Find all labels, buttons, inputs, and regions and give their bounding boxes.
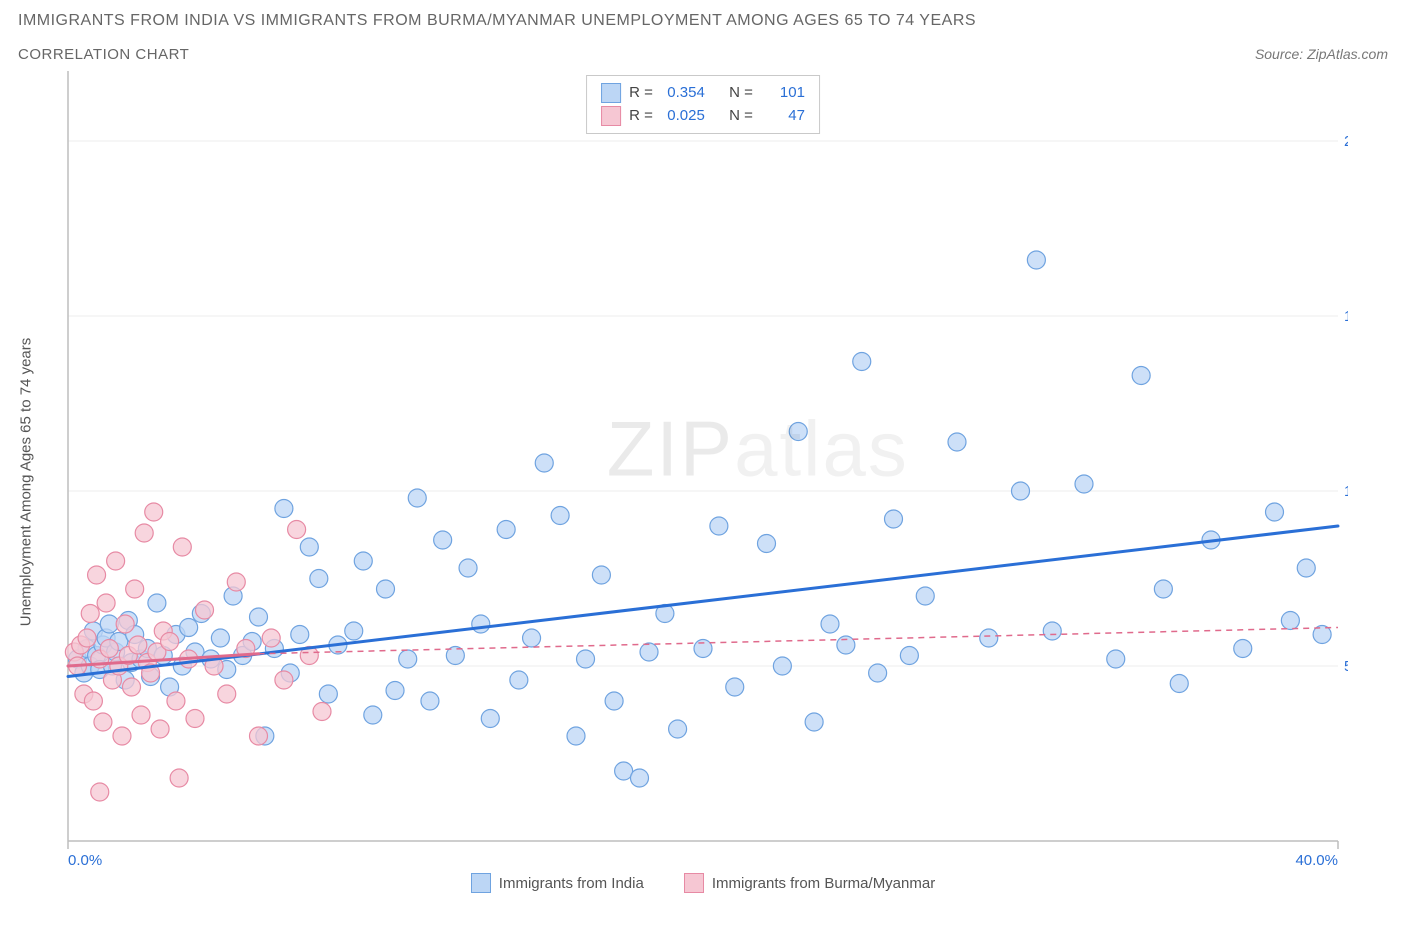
source-name: ZipAtlas.com [1307,46,1388,62]
series-legend: Immigrants from India Immigrants from Bu… [18,873,1388,893]
n-value-burma: 47 [761,105,805,128]
source: Source: ZipAtlas.com [1255,46,1388,62]
scatter-chart: 5.0% 10.0% 15.0% 20.0% 0.0% 40.0% [18,71,1348,871]
source-label: Source: [1255,46,1303,62]
chart-container: Unemployment Among Ages 65 to 74 years R… [18,71,1388,893]
legend-item-india: Immigrants from India [471,873,644,893]
swatch-india-icon [471,873,491,893]
svg-text:10.0%: 10.0% [1344,483,1348,500]
n-label: N = [729,105,753,128]
legend-label-india: Immigrants from India [499,875,644,892]
r-label: R = [629,82,653,105]
legend-label-burma: Immigrants from Burma/Myanmar [712,875,935,892]
stats-row-burma: R = 0.025 N = 47 [601,105,805,128]
svg-text:20.0%: 20.0% [1344,133,1348,150]
r-value-india: 0.354 [661,82,705,105]
r-value-burma: 0.025 [661,105,705,128]
swatch-india [601,83,621,103]
svg-text:15.0%: 15.0% [1344,308,1348,325]
y-axis-label: Unemployment Among Ages 65 to 74 years [18,338,35,627]
stats-row-india: R = 0.354 N = 101 [601,82,805,105]
n-value-india: 101 [761,82,805,105]
legend-item-burma: Immigrants from Burma/Myanmar [684,873,935,893]
svg-text:0.0%: 0.0% [68,852,102,869]
svg-text:5.0%: 5.0% [1344,658,1348,675]
svg-text:40.0%: 40.0% [1295,852,1338,869]
stats-legend: R = 0.354 N = 101 R = 0.025 N = 47 [586,75,820,134]
page-title: IMMIGRANTS FROM INDIA VS IMMIGRANTS FROM… [18,12,1388,30]
swatch-burma-icon [684,873,704,893]
subtitle-row: CORRELATION CHART Source: ZipAtlas.com [18,46,1388,63]
subtitle: CORRELATION CHART [18,46,189,63]
r-label: R = [629,105,653,128]
swatch-burma [601,106,621,126]
n-label: N = [729,82,753,105]
